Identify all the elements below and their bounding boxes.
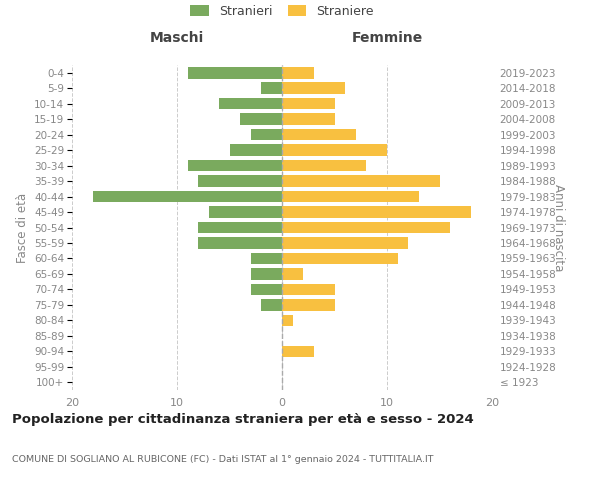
Bar <box>282 190 419 202</box>
Bar <box>282 114 335 125</box>
Bar <box>282 314 293 326</box>
Bar <box>282 268 303 280</box>
Bar <box>282 346 314 357</box>
Bar <box>187 67 282 78</box>
Bar <box>229 144 282 156</box>
Bar <box>282 299 335 310</box>
Bar <box>282 284 335 295</box>
Bar <box>261 299 282 310</box>
Bar <box>282 252 398 264</box>
Bar <box>251 252 282 264</box>
Bar <box>282 82 345 94</box>
Y-axis label: Anni di nascita: Anni di nascita <box>552 184 565 271</box>
Bar <box>282 206 471 218</box>
Bar <box>219 98 282 110</box>
Y-axis label: Fasce di età: Fasce di età <box>16 192 29 262</box>
Text: Maschi: Maschi <box>150 32 204 46</box>
Bar <box>282 160 366 172</box>
Legend: Stranieri, Straniere: Stranieri, Straniere <box>185 0 379 22</box>
Bar <box>198 222 282 234</box>
Bar <box>282 237 408 249</box>
Bar <box>282 67 314 78</box>
Bar <box>198 176 282 187</box>
Bar <box>209 206 282 218</box>
Bar <box>251 129 282 140</box>
Bar <box>282 129 355 140</box>
Text: Popolazione per cittadinanza straniera per età e sesso - 2024: Popolazione per cittadinanza straniera p… <box>12 412 474 426</box>
Bar <box>261 82 282 94</box>
Bar <box>251 284 282 295</box>
Bar <box>240 114 282 125</box>
Bar <box>198 237 282 249</box>
Bar <box>187 160 282 172</box>
Bar <box>93 190 282 202</box>
Text: COMUNE DI SOGLIANO AL RUBICONE (FC) - Dati ISTAT al 1° gennaio 2024 - TUTTITALIA: COMUNE DI SOGLIANO AL RUBICONE (FC) - Da… <box>12 455 433 464</box>
Bar <box>251 268 282 280</box>
Text: Femmine: Femmine <box>352 32 422 46</box>
Bar <box>282 144 387 156</box>
Bar <box>282 222 450 234</box>
Bar <box>282 98 335 110</box>
Bar <box>282 176 439 187</box>
